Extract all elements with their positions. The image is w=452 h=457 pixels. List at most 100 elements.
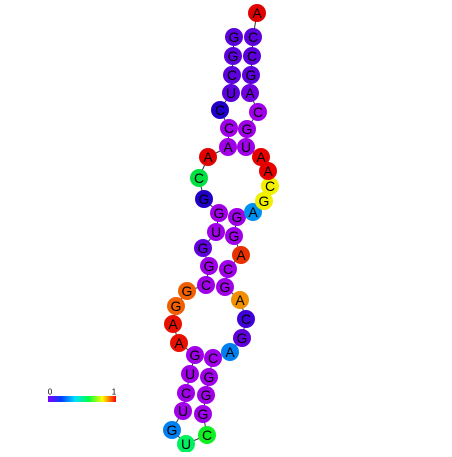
nucleotide-label: G [259,193,270,209]
nucleotide-label: U [181,436,191,452]
nucleotide-circle [244,203,262,221]
nucleotide: G [228,208,246,226]
nucleotide-label: C [248,29,258,45]
nucleotide-label: A [223,139,233,155]
nucleotide-circle [177,384,195,402]
nucleotide: G [225,28,243,46]
nucleotide-circle [233,329,251,347]
nucleotide: A [252,148,270,166]
nucleotide-circle [248,4,266,22]
nucleotide-label: C [227,67,237,83]
nucleotide-circle [231,291,249,309]
nucleotide-circle [242,66,260,84]
nucleotide-circle [178,282,196,300]
nucleotide: A [241,84,259,102]
nucleotide: C [197,276,215,294]
nucleotide-circle [252,148,270,166]
nucleotide-label: C [208,350,218,366]
nucleotide: C [177,384,195,402]
nucleotide-circle [237,310,255,328]
nucleotide: A [231,291,249,309]
nucleotide: G [167,297,185,315]
nucleotide: G [178,282,196,300]
nucleotide-circle [237,138,255,156]
nucleotide-circle [177,435,195,453]
nucleotide-label: G [214,205,225,221]
nucleotide-label: G [199,191,210,207]
nucleotide-label: G [190,347,201,363]
nucleotide: G [197,386,215,404]
nucleotide-label: A [225,344,235,360]
nucleotide-label: G [198,406,209,422]
nucleotide-circle [186,346,204,364]
nucleotide: G [233,329,251,347]
nucleotide: A [219,138,237,156]
nucleotide: G [216,278,234,296]
nucleotide: A [232,246,250,264]
nucleotide: A [248,4,266,22]
nucleotide-label: G [220,279,231,295]
nucleotide: C [249,103,267,121]
colorbar [48,396,116,402]
nucleotide: U [222,84,240,102]
nucleotide-circle [220,119,238,137]
nucleotide: C [223,66,241,84]
nucleotide-label: U [185,366,195,382]
nucleotide-circle [243,47,261,65]
nucleotide: G [210,204,228,222]
nucleotide-label: G [237,330,248,346]
nucleotide-circle [163,421,181,439]
nucleotide-circle [167,297,185,315]
nucleotide-label: C [223,261,233,277]
nucleotide-label: C [241,311,251,327]
nucleotide: U [174,402,192,420]
nucleotide-label: A [236,247,246,263]
nucleotide-circle [241,84,259,102]
nucleotide-circle [197,276,215,294]
nucleotide-circle [219,138,237,156]
nucleotide-label: A [256,149,266,165]
nucleotide-label: C [181,385,191,401]
nucleotide-circle [228,208,246,226]
nucleotide: A [221,343,239,361]
nucleotide-label: A [235,292,245,308]
colorbar-min: 0 [48,388,53,397]
nucleotide: C [244,28,262,46]
nucleotide: C [190,169,208,187]
nucleotide-circle [225,28,243,46]
nucleotide-circle [216,278,234,296]
nucleotide-label: C [201,277,211,293]
nucleotide: G [200,368,218,386]
nucleotide-circle [211,101,229,119]
nucleotide-label: C [224,120,234,136]
nucleotide-circle [249,103,267,121]
nucleotide-circle [200,368,218,386]
nucleotide-label: A [263,163,273,179]
nucleotide-circle [181,365,199,383]
nucleotide: G [242,66,260,84]
nucleotide: G [186,346,204,364]
nucleotide-circle [259,162,277,180]
nucleotide: A [164,315,182,333]
nucleotide-label: A [168,316,178,332]
nucleotide: A [244,203,262,221]
nucleotide-label: A [203,149,213,165]
nucleotide-label: C [253,104,263,120]
nucleotide-label: C [265,178,275,194]
nucleotide-label: A [174,335,184,351]
nucleotide-label: G [242,121,253,137]
nucleotide-circle [199,148,217,166]
nucleotide-label: U [178,403,188,419]
nucleotide-label: G [229,29,240,45]
nucleotide: G [224,47,242,65]
nucleotide-circle [194,239,212,257]
nucleotide-circle [200,257,218,275]
nucleotide-circle [195,190,213,208]
nucleotide-circle [190,169,208,187]
nucleotide-circle [207,223,225,241]
nucleotide: G [195,190,213,208]
nucleotide: C [243,47,261,65]
nucleotide: G [255,192,273,210]
nucleotide-circle [164,315,182,333]
